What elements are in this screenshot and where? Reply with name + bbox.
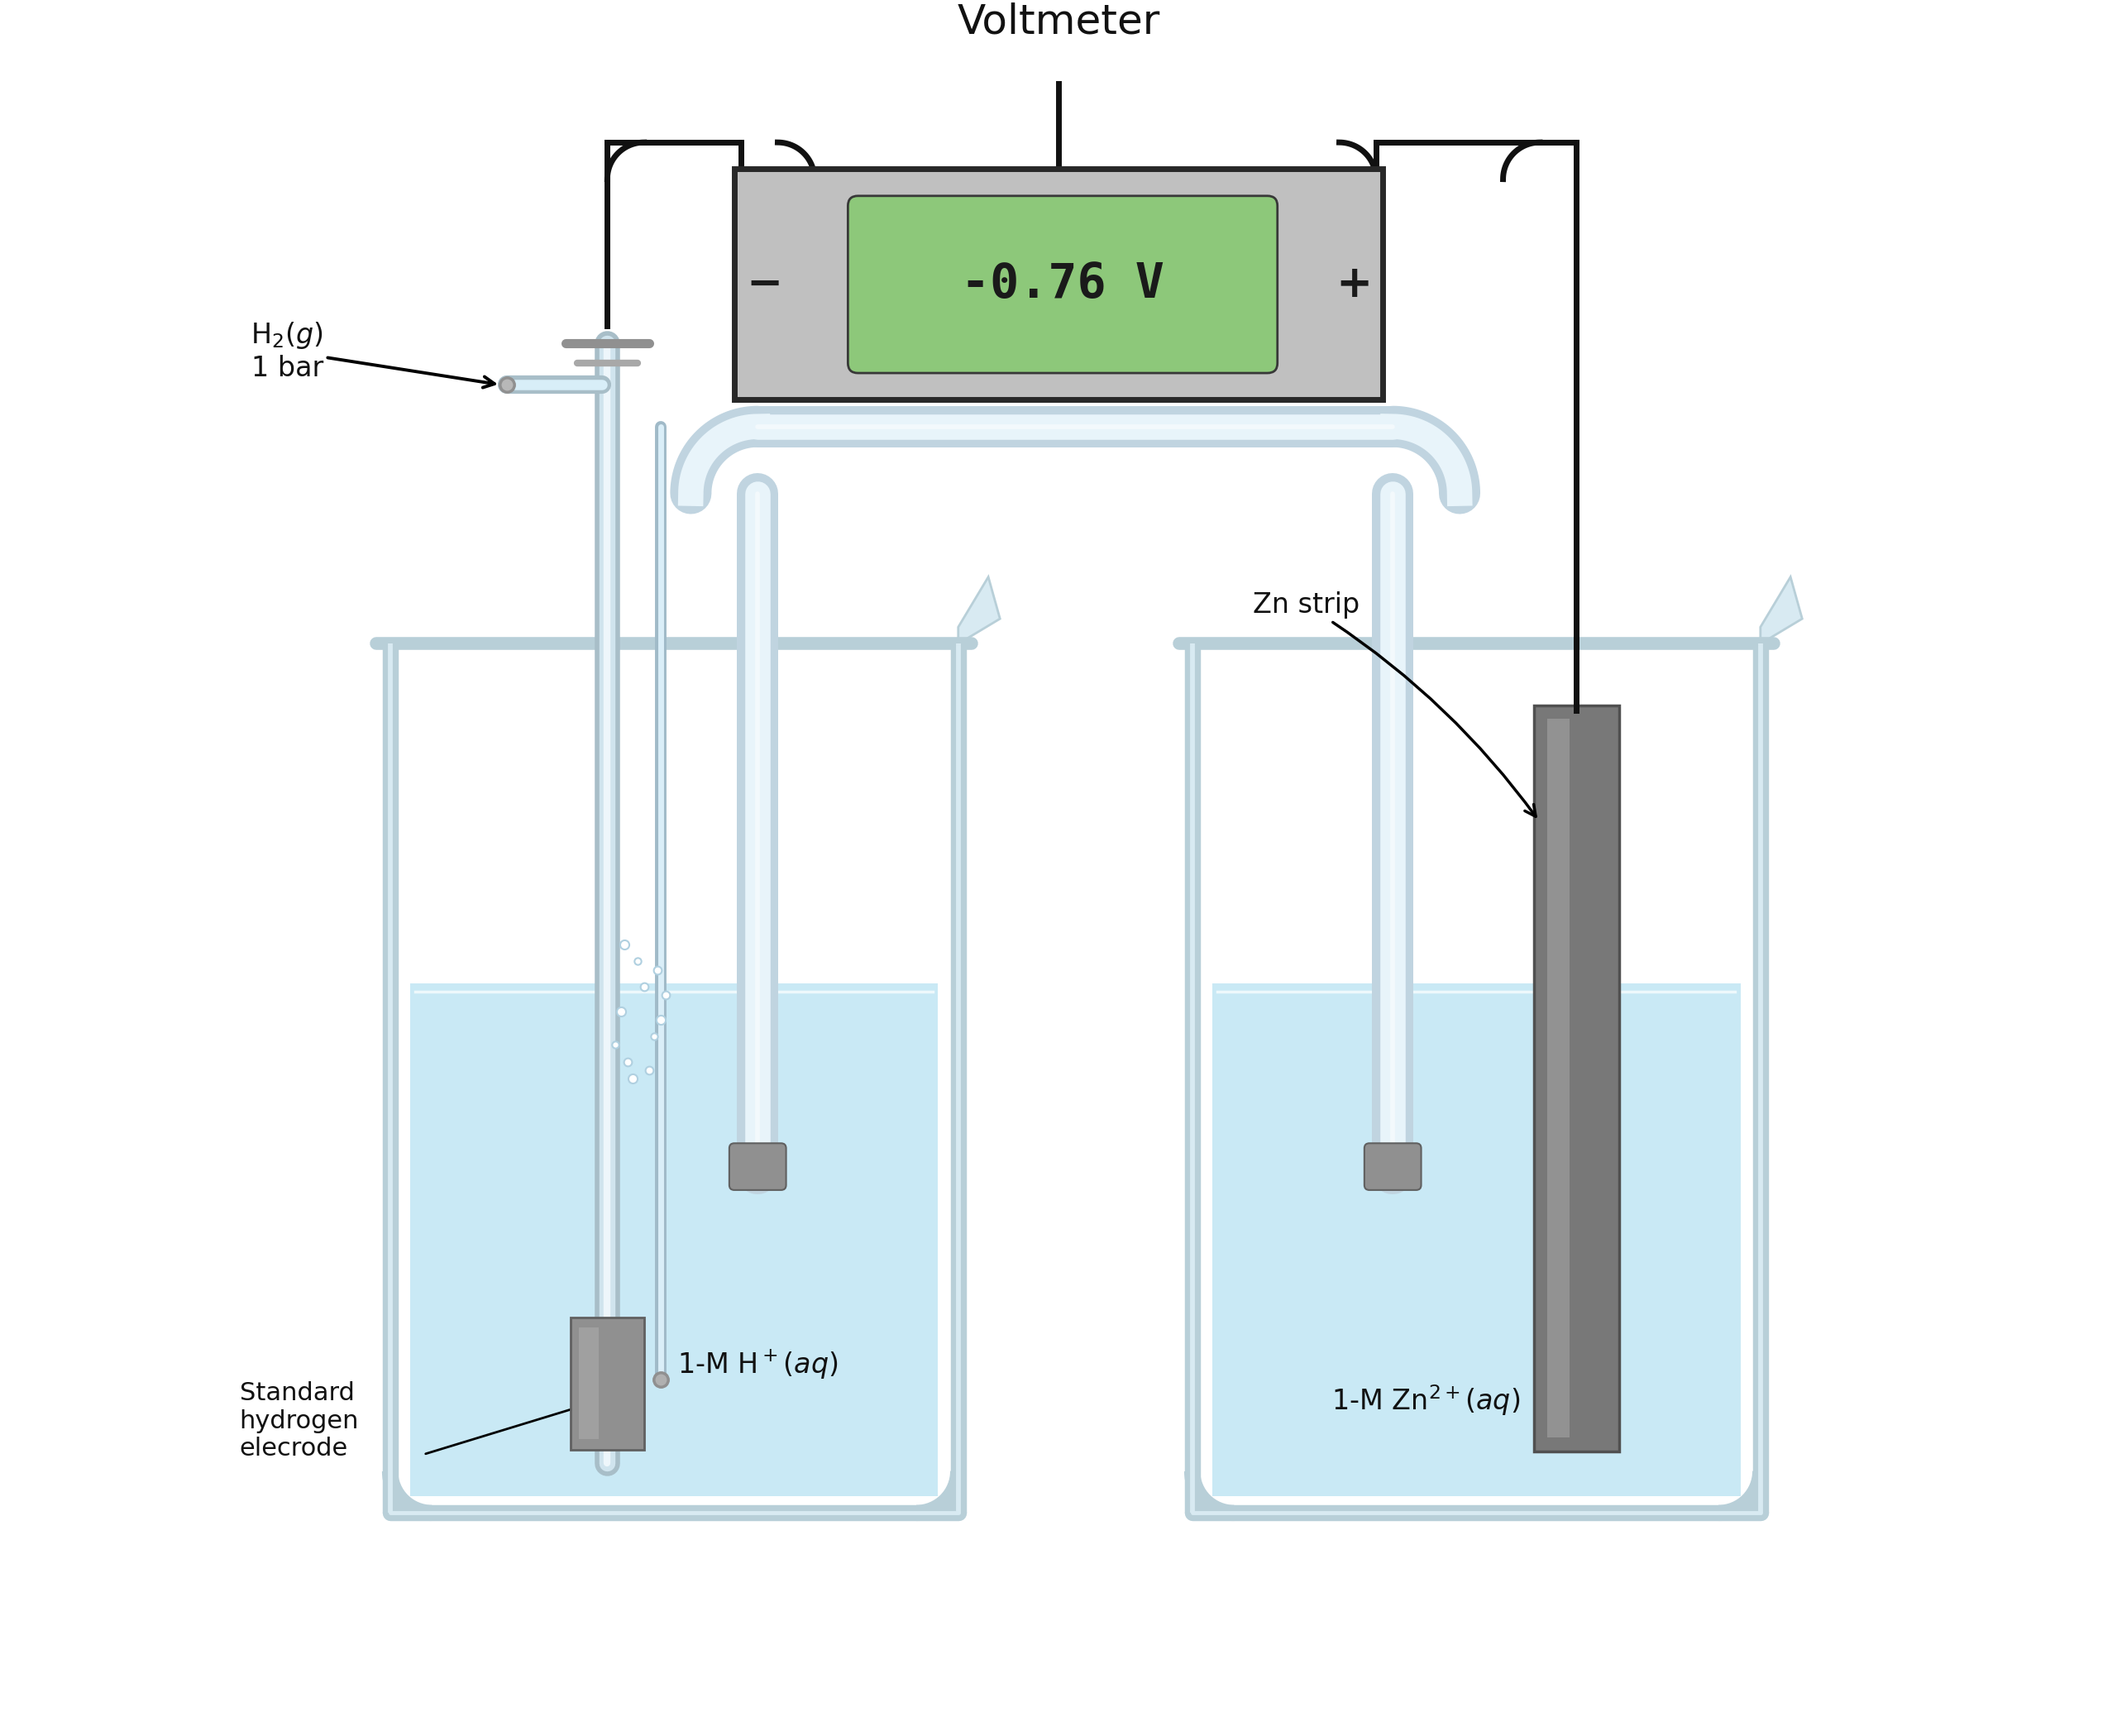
Text: 1-M H$^+$($\it{aq}$): 1-M H$^+$($\it{aq}$) <box>677 1349 838 1382</box>
Text: 1-M Zn$^{2+}$($\it{aq}$): 1-M Zn$^{2+}$($\it{aq}$) <box>1332 1382 1520 1417</box>
FancyBboxPatch shape <box>1213 983 1740 1496</box>
Text: −: − <box>745 262 783 306</box>
FancyBboxPatch shape <box>411 983 938 1496</box>
Text: -0.76 V: -0.76 V <box>961 260 1164 307</box>
Polygon shape <box>1761 576 1802 644</box>
FancyBboxPatch shape <box>578 1328 599 1439</box>
Text: Standard
hydrogen
elecrode: Standard hydrogen elecrode <box>239 1382 360 1460</box>
FancyBboxPatch shape <box>728 1144 785 1191</box>
Text: Zn strip: Zn strip <box>1253 592 1535 816</box>
FancyBboxPatch shape <box>1548 719 1571 1437</box>
Text: +: + <box>1336 262 1372 306</box>
FancyBboxPatch shape <box>849 196 1277 373</box>
FancyBboxPatch shape <box>569 1318 644 1450</box>
Polygon shape <box>959 576 999 644</box>
FancyBboxPatch shape <box>1535 705 1620 1451</box>
Text: Voltmeter: Voltmeter <box>957 2 1160 42</box>
Text: H$_2$($g$)
1 bar: H$_2$($g$) 1 bar <box>250 319 495 387</box>
FancyBboxPatch shape <box>1363 1144 1421 1191</box>
FancyBboxPatch shape <box>735 168 1382 399</box>
